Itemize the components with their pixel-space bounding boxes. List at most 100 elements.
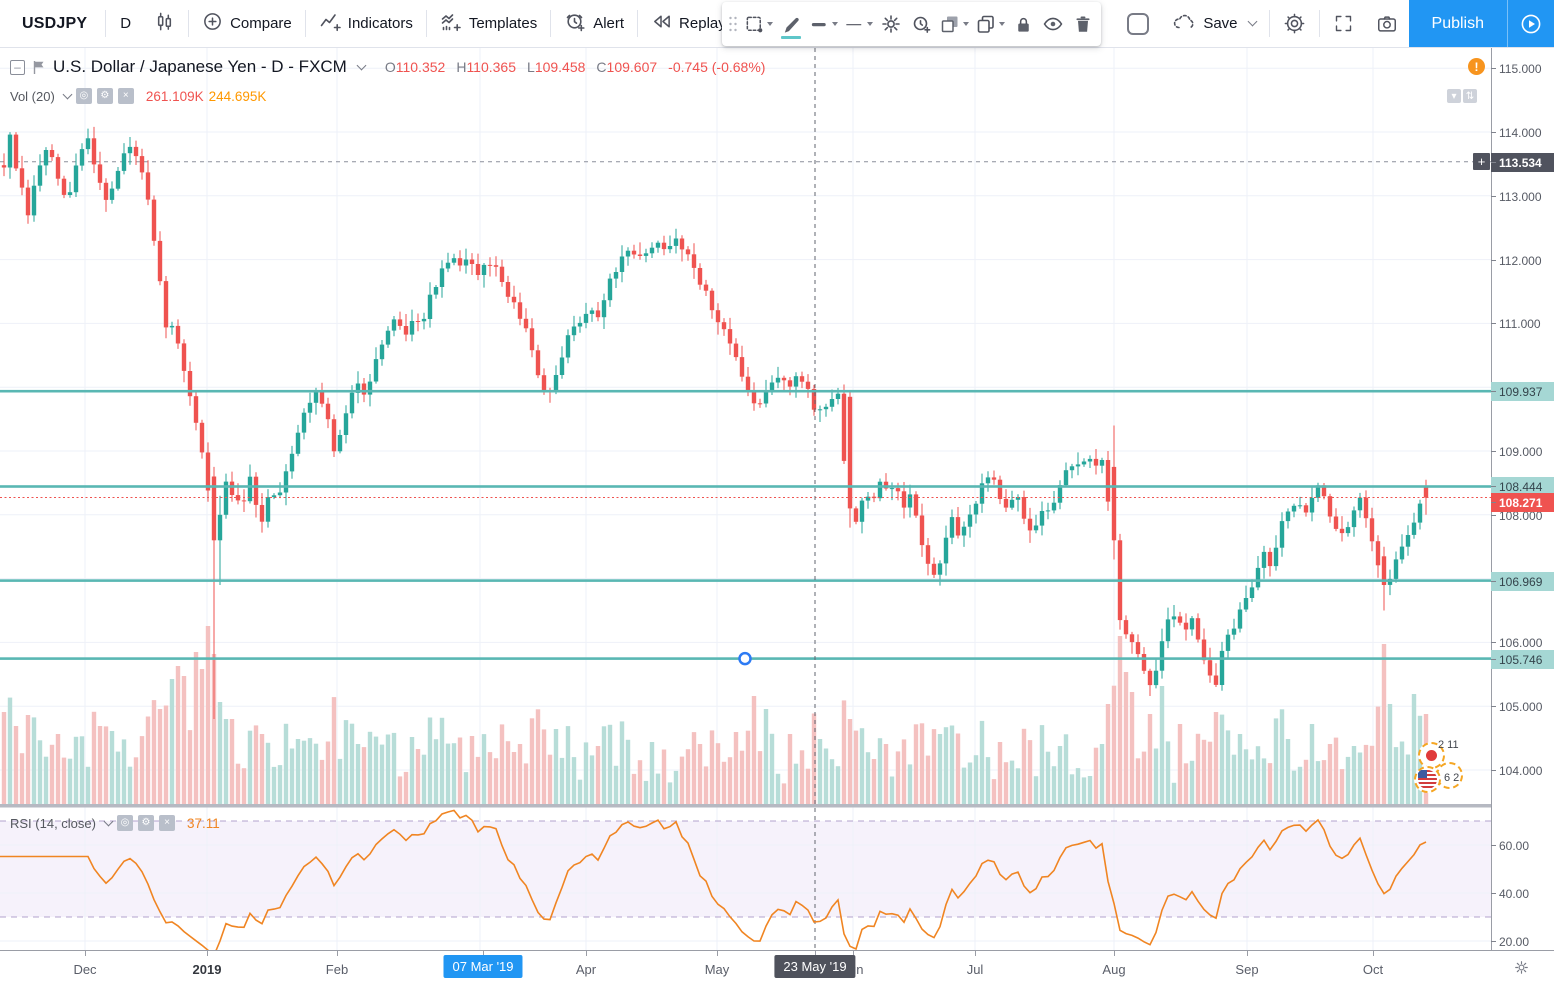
draw-tool-button[interactable] [776, 6, 806, 42]
horizontal-line-drawing[interactable] [0, 485, 1491, 488]
collapse-pane-icon[interactable]: – [10, 59, 25, 75]
indicators-label: Indicators [347, 15, 413, 32]
circle-plus-icon [202, 11, 223, 36]
calendar-event-count: 2 11 [1438, 739, 1459, 751]
time-axis-label: Dec [73, 962, 97, 977]
compare-label: Compare [230, 15, 292, 32]
play-circle-icon [1521, 14, 1541, 33]
gear-icon [882, 15, 900, 33]
us-flag-icon[interactable] [1414, 766, 1441, 793]
time-axis-tick [337, 951, 338, 956]
delete-drawing-button[interactable] [1068, 6, 1098, 42]
price-axis-label: 111.000 [1491, 314, 1554, 333]
rsi-remove-button[interactable]: × [158, 815, 175, 831]
cloud-icon [1172, 11, 1196, 37]
price-level-label: 109.937 [1491, 382, 1554, 401]
thin-line-icon [846, 23, 862, 25]
data-problem-icon[interactable]: ! [1468, 58, 1485, 75]
volume-show-hide-button[interactable]: ◎ [75, 88, 92, 104]
selection-tool-button[interactable] [741, 6, 776, 42]
price-level-label: 106.969 [1491, 572, 1554, 591]
time-axis-tick [586, 951, 587, 956]
interval-button[interactable]: D [108, 5, 143, 43]
lock-drawing-button[interactable] [1008, 6, 1038, 42]
rsi-axis-label: 60.00 [1491, 836, 1554, 855]
open-value: 110.352 [395, 59, 446, 75]
drawing-anchor-handle[interactable] [738, 651, 752, 666]
symbol-title[interactable]: U.S. Dollar / Japanese Yen - D - FXCM [53, 57, 347, 76]
volume-settings-button[interactable]: ⚙ [96, 88, 113, 104]
time-axis-tick [1247, 951, 1248, 956]
scroll-to-recent-button[interactable]: ▾ [1447, 89, 1461, 103]
templates-button[interactable]: Templates [429, 5, 548, 43]
save-button[interactable]: Save [1161, 5, 1266, 43]
replay-button[interactable]: Replay [640, 5, 737, 43]
candles-icon [154, 11, 175, 36]
chevron-down-icon[interactable] [62, 89, 73, 99]
fullscreen-button[interactable] [1322, 5, 1365, 43]
camera-icon [1377, 15, 1396, 32]
time-axis-tick [975, 951, 976, 956]
select-rect-icon [746, 16, 763, 32]
time-axis-label: 2019 [192, 962, 222, 977]
time-axis-label: Apr [575, 962, 597, 977]
alert-button[interactable]: Alert [553, 5, 635, 43]
rsi-axis-label: 20.00 [1491, 932, 1554, 951]
flag-icon[interactable] [32, 60, 46, 75]
auto-scale-button[interactable]: ⇅ [1463, 89, 1477, 103]
toolbar-drag-handle[interactable] [725, 6, 741, 42]
chart-properties-button[interactable] [1272, 5, 1317, 43]
time-axis-tick [717, 951, 718, 956]
indicators-button[interactable]: Indicators [308, 5, 424, 43]
horizontal-line-drawing[interactable] [0, 389, 1491, 393]
time-axis-label: Oct [1362, 962, 1384, 977]
drawing-toolbar [722, 2, 1101, 46]
lock-icon [1017, 17, 1029, 32]
copy-drawing-button[interactable] [972, 6, 1008, 42]
chevron-down-icon[interactable] [356, 60, 367, 70]
alert-plus-handle[interactable]: + [1473, 153, 1490, 170]
volume-indicator-name[interactable]: Vol (20) [10, 88, 55, 104]
rsi-axis-label: 40.00 [1491, 884, 1554, 903]
publish-button[interactable]: Publish [1408, 0, 1507, 47]
time-axis[interactable]: Dec2019FebAprMayJunJulAugSepOct07 Mar '1… [0, 950, 1554, 984]
time-axis-tick [85, 951, 86, 956]
rsi-settings-button[interactable]: ⚙ [137, 815, 154, 831]
symbol-button[interactable]: USDJPY [6, 5, 103, 43]
screenshot-button[interactable] [1365, 5, 1409, 43]
high-label: H [456, 59, 467, 75]
toolbar-right-group: Save Publish [1115, 0, 1554, 47]
chevron-down-icon[interactable] [103, 816, 114, 826]
pane-separator[interactable] [0, 804, 1554, 808]
time-axis-badge: 23 May '19 [774, 955, 856, 978]
line-style-thin-button[interactable] [841, 6, 876, 42]
chart-style-button[interactable] [143, 5, 186, 43]
drawing-settings-button[interactable] [876, 6, 906, 42]
toolbar-separator [425, 10, 427, 37]
clone-style-button[interactable] [936, 6, 972, 42]
time-axis-tick [853, 951, 854, 956]
open-label: O [384, 59, 396, 75]
gear-icon [1284, 13, 1304, 34]
compare-button[interactable]: Compare [191, 5, 303, 43]
multichart-checkbox[interactable] [1127, 12, 1150, 35]
low-label: L [527, 59, 535, 75]
axis-settings-gear-icon[interactable] [1513, 959, 1530, 976]
chart-legend: – U.S. Dollar / Japanese Yen - D - FXCM … [10, 57, 765, 77]
price-axis-label: 105.000 [1491, 697, 1554, 716]
publish-play-button[interactable] [1507, 0, 1554, 47]
line-width-thick-button[interactable] [806, 6, 841, 42]
pencil-icon [784, 17, 799, 33]
rsi-show-hide-button[interactable]: ◎ [116, 815, 133, 831]
add-alert-on-drawing-button[interactable] [906, 6, 936, 42]
rsi-indicator-name[interactable]: RSI (14, close) [10, 815, 96, 831]
alert-price-label: 113.534 [1491, 153, 1554, 172]
horizontal-line-drawing[interactable] [0, 579, 1491, 582]
volume-remove-button[interactable]: × [117, 88, 134, 104]
grip-dots-icon [729, 16, 737, 32]
high-value: 110.365 [466, 59, 517, 75]
replay-label: Replay [679, 15, 726, 32]
rsi-value: 37.11 [186, 815, 220, 831]
hide-drawing-button[interactable] [1038, 6, 1068, 42]
